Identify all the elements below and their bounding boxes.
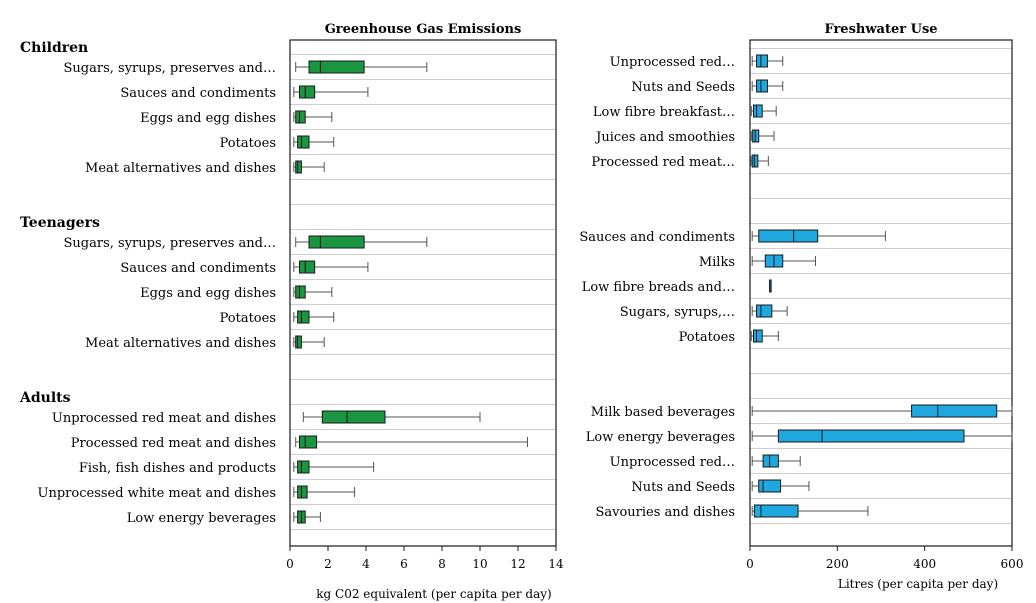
- x-tick-label: 400: [913, 557, 936, 571]
- iqr-box: [762, 454, 779, 468]
- ghg-panel: Greenhouse Gas Emissions Children Teenager…: [19, 22, 564, 601]
- iqr-box: [295, 285, 306, 299]
- iqr-box: [308, 60, 365, 74]
- iqr-box: [297, 485, 308, 499]
- category-label: Meat alternatives and dishes: [85, 336, 276, 351]
- iqr-box: [297, 460, 310, 474]
- category-label: Milks: [699, 255, 735, 270]
- category-label: Sugars, syrups, preserves and…: [64, 61, 276, 76]
- iqr-box: [299, 85, 316, 99]
- category-label: Juices and smoothies: [594, 130, 735, 145]
- category-label: Low fibre breads and…: [582, 280, 735, 295]
- category-label: Processed red meat and dishes: [71, 436, 276, 451]
- category-label: Unprocessed red…: [610, 455, 735, 470]
- plot-frame: [749, 39, 1013, 547]
- iqr-box: [295, 160, 302, 174]
- iqr-box: [752, 104, 763, 118]
- iqr-box: [753, 504, 799, 518]
- x-tick-label: 200: [826, 557, 849, 571]
- iqr-box: [752, 329, 763, 343]
- chart-title: Freshwater Use: [824, 22, 937, 37]
- category-label: Sauces and condiments: [120, 86, 276, 101]
- group-label: Children: [20, 40, 88, 56]
- iqr-box: [911, 404, 998, 418]
- iqr-box: [297, 135, 310, 149]
- category-label: Eggs and egg dishes: [140, 286, 276, 301]
- category-label: Sauces and condiments: [579, 230, 735, 245]
- iqr-box: [758, 479, 782, 493]
- category-label: Unprocessed red…: [610, 55, 735, 70]
- category-label: Potatoes: [679, 330, 735, 345]
- iqr-box: [295, 110, 306, 124]
- x-axis-title: Litres (per capita per day): [838, 577, 998, 591]
- category-label: Low energy beverages: [127, 511, 276, 526]
- iqr-box: [777, 429, 965, 443]
- category-label: Nuts and Seeds: [631, 80, 735, 95]
- category-label: Meat alternatives and dishes: [85, 161, 276, 176]
- category-label: Unprocessed white meat and dishes: [38, 486, 276, 501]
- x-tick-label: 12: [510, 557, 525, 571]
- category-label: Sugars, syrups, preserves and…: [64, 236, 276, 251]
- chart-title: Greenhouse Gas Emissions: [325, 22, 522, 37]
- x-tick-label: 600: [1001, 557, 1024, 571]
- x-axis-title: kg C02 equivalent (per capita per day): [316, 587, 551, 601]
- iqr-box: [321, 410, 386, 424]
- x-tick-label: 6: [400, 557, 408, 571]
- category-label: Eggs and egg dishes: [140, 111, 276, 126]
- iqr-box: [756, 304, 773, 318]
- group-label: Adults: [19, 390, 71, 406]
- iqr-box: [751, 154, 759, 168]
- x-tick-label: 0: [286, 557, 294, 571]
- category-label: Potatoes: [220, 311, 276, 326]
- x-tick-label: 0: [746, 557, 754, 571]
- category-label: Nuts and Seeds: [631, 480, 735, 495]
- plot-frame: [289, 39, 557, 547]
- category-label: Low energy beverages: [586, 430, 735, 445]
- x-tick-label: 14: [548, 557, 564, 571]
- iqr-box: [299, 435, 318, 449]
- x-tick-label: 10: [472, 557, 487, 571]
- category-label: Milk based beverages: [591, 405, 735, 420]
- x-tick-label: 4: [362, 557, 370, 571]
- iqr-box: [295, 335, 302, 349]
- category-label: Sauces and condiments: [120, 261, 276, 276]
- category-label: Low fibre breakfast…: [593, 105, 735, 120]
- iqr-box: [756, 79, 768, 93]
- category-label: Processed red meat…: [591, 155, 735, 170]
- freshwater-panel: Freshwater Use Unprocessed red… Nuts and S…: [579, 22, 1023, 591]
- category-label: Fish, fish dishes and products: [79, 461, 276, 476]
- category-label: Unprocessed red meat and dishes: [52, 411, 276, 426]
- category-label: Potatoes: [220, 136, 276, 151]
- x-tick-label: 8: [438, 557, 446, 571]
- iqr-box: [297, 310, 310, 324]
- category-label: Savouries and dishes: [595, 505, 735, 520]
- group-label: Teenagers: [20, 215, 100, 231]
- iqr-box: [756, 54, 768, 68]
- iqr-box: [299, 260, 316, 274]
- iqr-box: [758, 229, 819, 243]
- category-label: Sugars, syrups,…: [620, 305, 735, 320]
- iqr-box: [308, 235, 365, 249]
- x-tick-label: 2: [324, 557, 332, 571]
